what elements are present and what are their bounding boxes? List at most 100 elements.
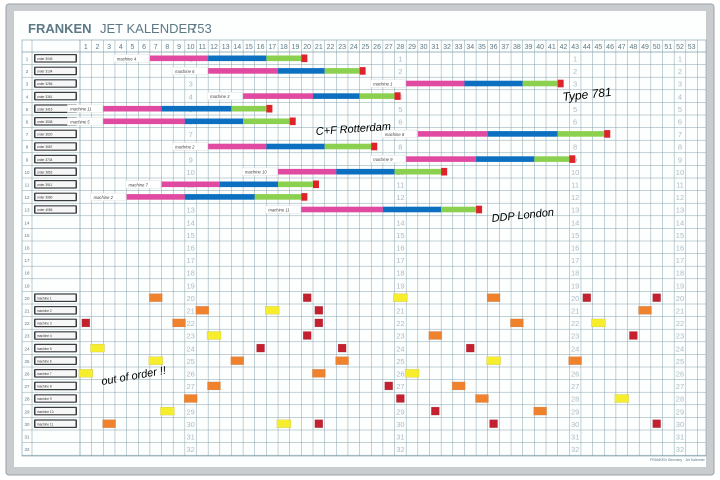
pink-bar-segment — [161, 181, 220, 188]
week-number: 38 — [513, 44, 521, 51]
grid-row-number: 9 — [189, 155, 193, 164]
grid-row-number: 25 — [676, 357, 684, 366]
row-number: 5 — [26, 107, 29, 112]
row-number: 30 — [24, 422, 30, 427]
row-number: 31 — [24, 435, 30, 440]
week-number: 28 — [396, 44, 404, 51]
deadline-marker — [476, 205, 483, 214]
week-number: 15 — [245, 44, 253, 51]
board-surface — [14, 11, 706, 467]
grid-row-number: 30 — [187, 420, 195, 429]
deadline-marker — [371, 142, 378, 151]
row-number: 10 — [24, 170, 30, 175]
label-card-paper — [35, 382, 76, 389]
week-number: 5 — [130, 44, 134, 51]
week-number: 36 — [490, 44, 498, 51]
orange-magnet — [312, 369, 326, 378]
grid-row-number: 10 — [676, 168, 684, 177]
blue-bar-segment — [184, 118, 244, 125]
grid-row-number: 30 — [676, 420, 684, 429]
grid-row-number: 1 — [678, 55, 682, 64]
orange-magnet — [183, 394, 198, 403]
grid-row-number: 16 — [187, 244, 195, 253]
week-number: 35 — [478, 44, 486, 51]
darkred-magnet — [466, 343, 475, 353]
plan-card — [265, 205, 301, 214]
order-label: order 3980 — [37, 196, 53, 200]
grid-row-number: 12 — [396, 193, 404, 202]
yellow-magnet — [90, 343, 105, 353]
row-number: 11 — [25, 183, 30, 188]
grid-row-number: 32 — [187, 445, 195, 454]
darkred-magnet — [652, 293, 661, 302]
grid-row-number: 15 — [571, 231, 579, 240]
pink-bar-segment — [278, 168, 337, 175]
handwritten-type-note: Type 781 — [562, 85, 612, 104]
grid-row-number: 3 — [678, 80, 682, 89]
green-bar-segment — [441, 206, 477, 213]
week-number: 42 — [560, 44, 568, 51]
grid-row-number: 5 — [678, 105, 682, 114]
grid-row-number: 17 — [676, 256, 684, 265]
orange-magnet — [149, 293, 163, 302]
label-card-paper — [35, 395, 76, 402]
grid-row-number: 7 — [678, 130, 682, 139]
week-number: 48 — [629, 44, 637, 51]
plan-card — [67, 104, 103, 113]
blue-bar-segment — [208, 55, 267, 62]
plan-card-text: machine 6 — [175, 69, 195, 74]
plan-card — [113, 54, 150, 63]
brand-name: FRANKEN — [28, 21, 92, 36]
week-number: 23 — [338, 44, 346, 51]
orange-magnet — [428, 331, 443, 340]
week-number: 3 — [107, 44, 111, 51]
grid-row-number: 26 — [571, 370, 579, 379]
blue-bar-segment — [219, 181, 279, 188]
grid-row-number: 8 — [678, 143, 682, 152]
blue-bar-segment — [278, 68, 325, 74]
plan-cards: machine 4 machine 6 machine 1 machine 3 mach… — [67, 54, 418, 214]
order-label: order 3734 — [37, 158, 53, 162]
order-label: order 3256 — [37, 82, 53, 86]
grid-row-number: 27 — [571, 382, 579, 391]
week-number: 24 — [350, 44, 358, 51]
orange-magnet — [568, 356, 582, 365]
plan-card — [241, 167, 278, 176]
row-number: 3 — [26, 82, 29, 87]
orange-magnet — [451, 381, 466, 391]
machine-label: machine 7 — [37, 372, 52, 376]
week-number: 37 — [501, 44, 509, 51]
pink-bar-segment — [208, 68, 279, 74]
yellow-magnet — [78, 369, 94, 378]
week-number: 10 — [187, 44, 195, 51]
order-label: order 3045 — [37, 57, 53, 61]
week-number: 25 — [362, 44, 370, 51]
week-number: 46 — [606, 44, 614, 51]
pink-bar-segment — [149, 55, 209, 62]
week-number: 22 — [327, 44, 335, 51]
row-number: 15 — [24, 233, 30, 238]
order-label: order 3361 — [37, 95, 53, 99]
order-label: order 3852 — [37, 170, 53, 174]
label-card-paper — [35, 80, 76, 87]
magnets — [78, 293, 661, 428]
darkred-magnet — [302, 331, 312, 340]
row-number-column: 1234567891011121314151617181920212223242… — [24, 57, 30, 453]
order-label: order 3911 — [37, 183, 52, 187]
blue-bar-segment — [464, 80, 523, 87]
grid-row-number: 20 — [571, 294, 579, 303]
grid-row-number: 18 — [676, 269, 684, 278]
week-number: 8 — [165, 44, 169, 51]
order-label: order 3687 — [37, 145, 53, 149]
blue-bar-segment — [184, 194, 255, 200]
row-number: 21 — [24, 309, 30, 314]
orange-magnet — [102, 419, 116, 428]
grid-row-number: 13 — [187, 206, 195, 215]
grid-row-number: 14 — [187, 218, 195, 227]
grid-row-number: 31 — [396, 433, 404, 442]
label-card-paper — [35, 168, 76, 175]
label-card-paper — [35, 294, 76, 301]
plan-card — [370, 155, 406, 164]
orange-magnet — [533, 406, 547, 416]
grid-row-number: 14 — [396, 218, 404, 227]
